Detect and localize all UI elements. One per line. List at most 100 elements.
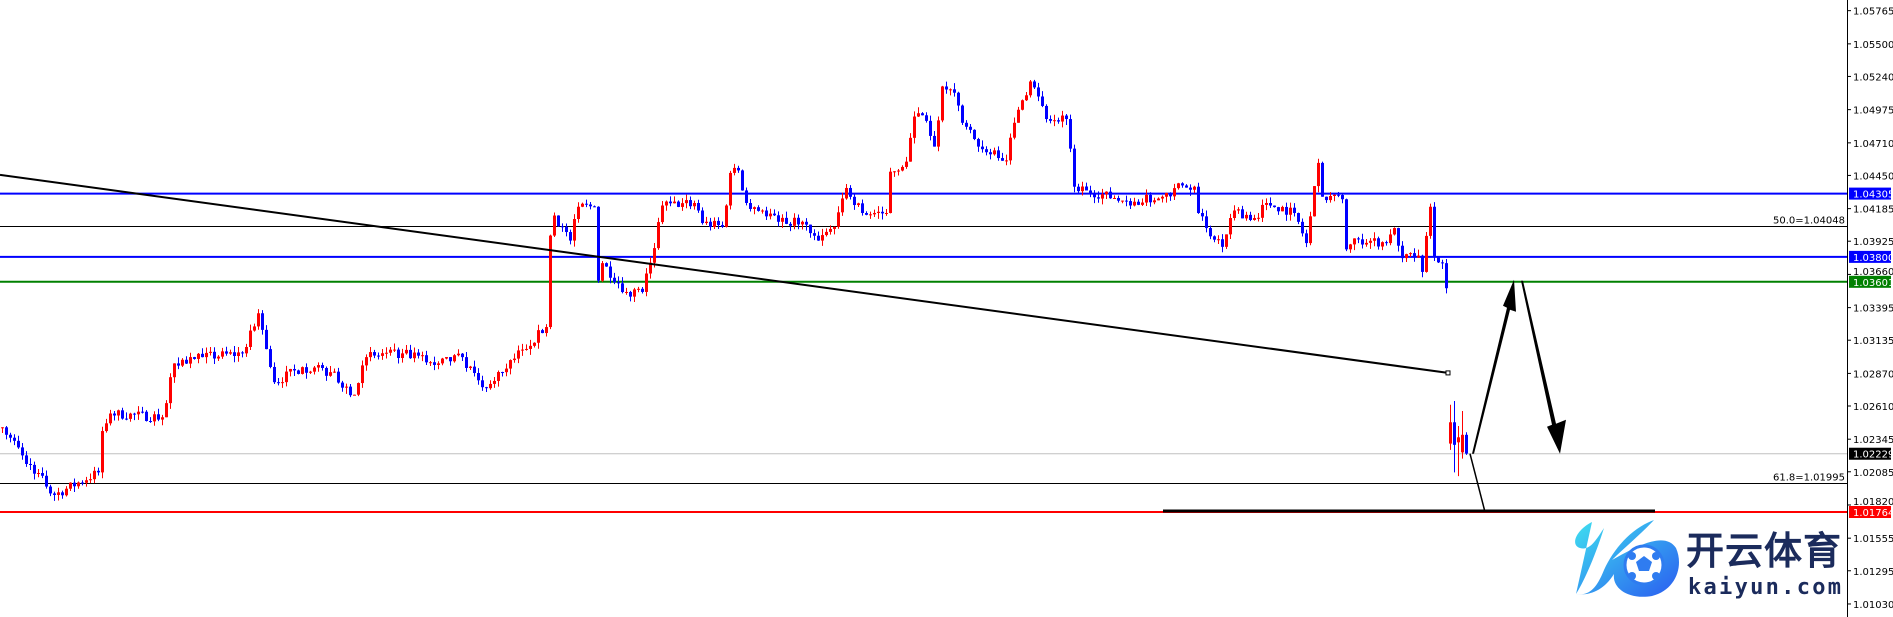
candle-body bbox=[705, 221, 708, 224]
candle-body bbox=[229, 352, 232, 354]
candle-body bbox=[1121, 200, 1124, 202]
candle-body bbox=[1337, 194, 1340, 196]
candle-body bbox=[137, 411, 140, 415]
candle-body bbox=[781, 217, 784, 222]
candle-body bbox=[1309, 216, 1312, 244]
candle-body bbox=[89, 479, 92, 481]
candle-body bbox=[769, 213, 772, 217]
candle-body bbox=[449, 357, 452, 362]
price-axis[interactable]: 1.05765 1.05500 1.05240 1.04975 1.04710 1.044… bbox=[1847, 7, 1893, 611]
candle-body bbox=[377, 355, 380, 357]
y-tick-label: 1.05500 bbox=[1853, 40, 1893, 51]
candle-body bbox=[1245, 214, 1248, 219]
candle-body bbox=[621, 283, 624, 293]
candle-body bbox=[593, 206, 596, 208]
candle-body bbox=[669, 201, 672, 204]
price-tag bbox=[1849, 250, 1891, 263]
price-tag-label: 1.03601 bbox=[1853, 278, 1893, 289]
candle-body bbox=[497, 372, 500, 381]
y-tick-label: 1.03660 bbox=[1853, 267, 1893, 278]
y-tick-label: 1.02870 bbox=[1853, 369, 1893, 380]
candle-body bbox=[161, 417, 164, 420]
y-tick-label: 1.02085 bbox=[1853, 468, 1893, 479]
candle-body bbox=[1377, 238, 1380, 247]
candle-body bbox=[1297, 213, 1300, 222]
candle-body bbox=[1037, 87, 1040, 97]
candle-body bbox=[313, 367, 316, 372]
candle-body bbox=[645, 273, 648, 292]
candle-body bbox=[1277, 207, 1280, 212]
candle-body bbox=[61, 492, 64, 496]
candle-body bbox=[1125, 200, 1128, 202]
candle-body bbox=[205, 352, 208, 358]
candle-body bbox=[321, 365, 324, 368]
candle-body bbox=[1173, 188, 1176, 197]
candle-body bbox=[857, 203, 860, 206]
candle-body bbox=[1397, 228, 1400, 246]
candle-body bbox=[573, 219, 576, 241]
candle-body bbox=[301, 367, 304, 374]
candle-body bbox=[1225, 234, 1228, 247]
candle-body bbox=[1389, 234, 1392, 244]
candle-body bbox=[517, 350, 520, 359]
candle-body bbox=[77, 482, 80, 487]
candle-body bbox=[897, 170, 900, 172]
candle-body bbox=[509, 360, 512, 369]
candle-body bbox=[941, 86, 944, 121]
candle-body bbox=[661, 205, 664, 223]
candle-body bbox=[1269, 202, 1272, 206]
candle-body bbox=[1197, 186, 1200, 214]
candle-body bbox=[21, 447, 24, 456]
candle-body bbox=[325, 367, 328, 376]
candle-body bbox=[1237, 209, 1240, 211]
candle-body bbox=[821, 235, 824, 241]
candle-body bbox=[281, 382, 284, 384]
candle-body bbox=[545, 327, 548, 334]
candle-body bbox=[1461, 434, 1464, 453]
candle-body bbox=[1433, 206, 1436, 257]
candle-body bbox=[801, 221, 804, 225]
candle-body bbox=[1329, 195, 1332, 201]
candle-body bbox=[1393, 228, 1396, 235]
candle-body bbox=[1025, 95, 1028, 101]
candle-body bbox=[953, 89, 956, 93]
candle-body bbox=[1005, 160, 1008, 162]
candle-body bbox=[1097, 197, 1100, 199]
candle-body bbox=[309, 371, 312, 373]
candle-body bbox=[1069, 119, 1072, 149]
candle-body bbox=[297, 370, 300, 374]
candle-body bbox=[245, 346, 248, 354]
y-tick-label: 1.01555 bbox=[1853, 534, 1893, 545]
candle-body bbox=[541, 330, 544, 334]
candle-body bbox=[1021, 100, 1024, 110]
candle-body bbox=[45, 475, 48, 487]
candle-body bbox=[957, 92, 960, 106]
candles bbox=[1, 79, 1468, 501]
candle-body bbox=[1137, 201, 1140, 205]
candle-body bbox=[1185, 185, 1188, 188]
candle-body bbox=[717, 220, 720, 226]
candle-body bbox=[117, 410, 120, 416]
price-tag-label: 1.01764 bbox=[1853, 508, 1893, 519]
candle-body bbox=[1429, 206, 1432, 236]
candle-body bbox=[1453, 422, 1456, 445]
candle-body bbox=[317, 365, 320, 368]
y-tick-label: 1.05765 bbox=[1853, 7, 1893, 18]
candle-body bbox=[269, 349, 272, 367]
candle-body bbox=[749, 202, 752, 209]
candle-body bbox=[481, 380, 484, 388]
candle-body bbox=[977, 139, 980, 147]
candle-body bbox=[153, 414, 156, 422]
candle-body bbox=[1333, 194, 1336, 196]
candle-body bbox=[145, 411, 148, 422]
candle-body bbox=[785, 217, 788, 224]
candle-body bbox=[761, 210, 764, 212]
candle-body bbox=[273, 366, 276, 383]
candle-body bbox=[1065, 115, 1068, 120]
candle-body bbox=[1341, 195, 1344, 200]
y-tick-label: 1.04450 bbox=[1853, 171, 1893, 182]
candle-body bbox=[873, 212, 876, 215]
candle-body bbox=[1189, 187, 1192, 190]
candle-body bbox=[1161, 196, 1164, 199]
